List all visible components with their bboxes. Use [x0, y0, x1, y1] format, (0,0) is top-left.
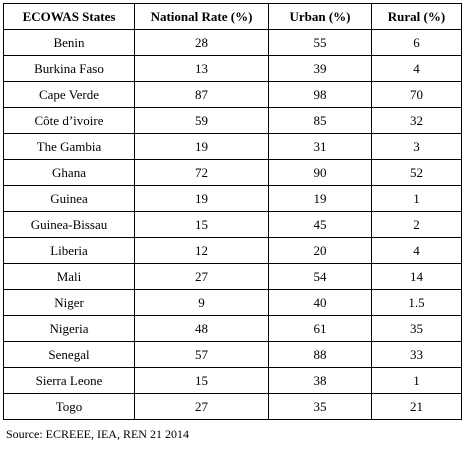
cell-urban: 55 [268, 29, 372, 56]
cell-national-rate: 19 [134, 185, 269, 212]
source-note: Source: ECREEE, IEA, REN 21 2014 [6, 427, 189, 441]
cell-rural: 21 [371, 393, 462, 420]
cell-national-rate: 48 [134, 315, 269, 342]
table-row: Niger 9 40 1.5 [3, 289, 462, 316]
cell-urban: 45 [268, 211, 372, 238]
cell-rural: 4 [371, 55, 462, 82]
cell-state: Benin [3, 29, 135, 56]
table-row: Sierra Leone 15 38 1 [3, 367, 462, 394]
cell-state: Mali [3, 263, 135, 290]
table-row: Senegal 57 88 33 [3, 341, 462, 368]
cell-national-rate: 27 [134, 393, 269, 420]
cell-state: Togo [3, 393, 135, 420]
cell-national-rate: 72 [134, 159, 269, 186]
cell-rural: 14 [371, 263, 462, 290]
table-row: Togo 27 35 21 [3, 393, 462, 420]
cell-rural: 2 [371, 211, 462, 238]
cell-national-rate: 12 [134, 237, 269, 264]
cell-rural: 70 [371, 81, 462, 108]
cell-national-rate: 9 [134, 289, 269, 316]
cell-rural: 33 [371, 341, 462, 368]
cell-urban: 35 [268, 393, 372, 420]
table-row: The Gambia 19 31 3 [3, 133, 462, 160]
cell-national-rate: 28 [134, 29, 269, 56]
cell-urban: 88 [268, 341, 372, 368]
cell-urban: 19 [268, 185, 372, 212]
table-row: Côte d’ivoire 59 85 32 [3, 107, 462, 134]
header-urban: Urban (%) [268, 3, 372, 30]
header-national-rate: National Rate (%) [134, 3, 269, 30]
cell-rural: 35 [371, 315, 462, 342]
cell-national-rate: 15 [134, 211, 269, 238]
table-row: Cape Verde 87 98 70 [3, 81, 462, 108]
data-table-container: ECOWAS States National Rate (%) Urban (%… [3, 3, 462, 420]
cell-rural: 52 [371, 159, 462, 186]
cell-urban: 38 [268, 367, 372, 394]
cell-urban: 98 [268, 81, 372, 108]
header-rural: Rural (%) [371, 3, 462, 30]
cell-state: Senegal [3, 341, 135, 368]
cell-national-rate: 13 [134, 55, 269, 82]
cell-rural: 6 [371, 29, 462, 56]
cell-rural: 1.5 [371, 289, 462, 316]
cell-state: Guinea [3, 185, 135, 212]
cell-state: Ghana [3, 159, 135, 186]
table-row: Ghana 72 90 52 [3, 159, 462, 186]
cell-national-rate: 59 [134, 107, 269, 134]
cell-urban: 54 [268, 263, 372, 290]
cell-rural: 4 [371, 237, 462, 264]
cell-state: Burkina Faso [3, 55, 135, 82]
cell-national-rate: 15 [134, 367, 269, 394]
access-rate-table: ECOWAS States National Rate (%) Urban (%… [3, 3, 462, 420]
cell-urban: 40 [268, 289, 372, 316]
cell-state: Côte d’ivoire [3, 107, 135, 134]
table-row: Benin 28 55 6 [3, 29, 462, 56]
cell-national-rate: 87 [134, 81, 269, 108]
cell-urban: 85 [268, 107, 372, 134]
table-row: Liberia 12 20 4 [3, 237, 462, 264]
cell-urban: 61 [268, 315, 372, 342]
table-row: Nigeria 48 61 35 [3, 315, 462, 342]
cell-state: Sierra Leone [3, 367, 135, 394]
table-row: Guinea 19 19 1 [3, 185, 462, 212]
cell-rural: 3 [371, 133, 462, 160]
cell-national-rate: 57 [134, 341, 269, 368]
cell-rural: 1 [371, 185, 462, 212]
cell-rural: 32 [371, 107, 462, 134]
cell-rural: 1 [371, 367, 462, 394]
cell-state: Guinea-Bissau [3, 211, 135, 238]
cell-urban: 39 [268, 55, 372, 82]
cell-urban: 31 [268, 133, 372, 160]
cell-national-rate: 27 [134, 263, 269, 290]
cell-state: Cape Verde [3, 81, 135, 108]
cell-urban: 90 [268, 159, 372, 186]
cell-national-rate: 19 [134, 133, 269, 160]
cell-urban: 20 [268, 237, 372, 264]
header-ecowas-states: ECOWAS States [3, 3, 135, 30]
cell-state: The Gambia [3, 133, 135, 160]
table-header-row: ECOWAS States National Rate (%) Urban (%… [3, 3, 462, 30]
cell-state: Nigeria [3, 315, 135, 342]
table-row: Mali 27 54 14 [3, 263, 462, 290]
cell-state: Niger [3, 289, 135, 316]
table-row: Burkina Faso 13 39 4 [3, 55, 462, 82]
cell-state: Liberia [3, 237, 135, 264]
table-row: Guinea-Bissau 15 45 2 [3, 211, 462, 238]
